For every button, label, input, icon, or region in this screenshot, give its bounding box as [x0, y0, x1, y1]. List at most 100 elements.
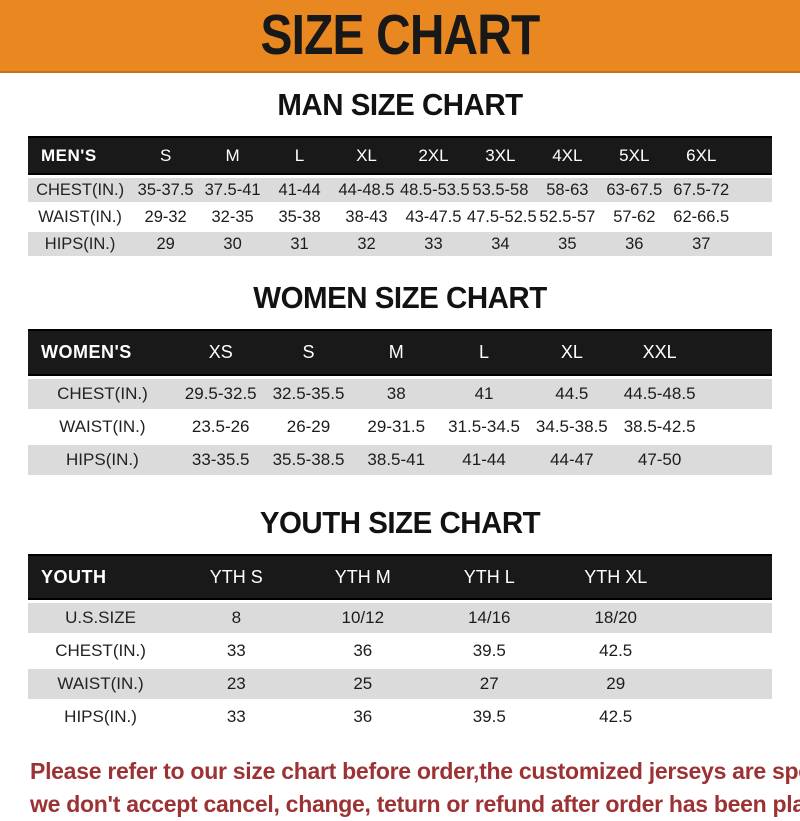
youth-cell: 33	[226, 707, 246, 726]
women-cell: 29.5-32.5	[184, 384, 257, 403]
women-cell: 47-50	[637, 450, 682, 469]
men-cell: 29-32	[144, 207, 187, 226]
spacer-cell	[704, 445, 773, 475]
men-cell: 33	[424, 234, 443, 253]
youth-column-header: YTH S	[173, 554, 300, 600]
men-size-chart-section: MAN SIZE CHART MEN'S S M L XL 2XL 3XL 4XL 5XL 6XL C…	[0, 88, 800, 259]
men-cell: 35-37.5	[137, 180, 194, 199]
women-cell: 34.5-38.5	[535, 417, 608, 436]
men-cell: 31	[290, 234, 309, 253]
women-cell: 32.5-35.5	[272, 384, 345, 403]
women-column-header: L	[440, 329, 528, 376]
women-cell: 31.5-34.5	[448, 417, 520, 436]
women-row-label: WAIST(IN.)	[59, 417, 146, 436]
men-row-label: CHEST(IN.)	[36, 180, 125, 199]
youth-cell: 10/12	[341, 608, 385, 627]
women-cell: 33-35.5	[191, 450, 250, 469]
men-section-title: MAN SIZE CHART	[277, 87, 523, 122]
men-cell: 37.5-41	[204, 180, 261, 199]
men-cell: 37	[692, 234, 711, 253]
women-cell: 44-47	[550, 450, 594, 469]
men-cell: 52.5-57	[539, 207, 596, 226]
spacer-cell	[735, 232, 772, 256]
women-row-label: HIPS(IN.)	[66, 450, 139, 469]
men-cell: 41-44	[278, 180, 321, 199]
women-cell: 41-44	[462, 450, 506, 469]
men-cell: 48.5-53.5	[399, 180, 470, 199]
men-cell: 34	[491, 234, 510, 253]
men-cell: 36	[625, 234, 644, 253]
women-table-label: WOMEN'S	[28, 329, 177, 376]
women-column-header: XS	[176, 329, 265, 376]
women-cell: 23.5-26	[191, 417, 250, 436]
women-cell: 38.5-42.5	[623, 417, 696, 436]
youth-cell: 39.5	[472, 641, 506, 660]
men-cell: 35-38	[278, 207, 321, 226]
men-cell: 47.5-52.5	[466, 207, 537, 226]
youth-cell: 36	[353, 707, 373, 726]
men-row-label: WAIST(IN.)	[38, 207, 122, 226]
spacer-cell	[704, 379, 773, 409]
men-row-label: HIPS(IN.)	[44, 234, 116, 253]
women-column-header: M	[352, 329, 441, 376]
men-cell: 57-62	[613, 207, 656, 226]
men-header-row: MEN'S S M L XL 2XL 3XL 4XL 5XL 6XL	[28, 136, 772, 175]
women-table-row: WAIST(IN.) 23.5-26 26-29 29-31.5 31.5-34.5 34…	[28, 412, 772, 442]
women-column-header: S	[264, 329, 353, 376]
men-cell: 67.5-72	[673, 180, 730, 199]
men-table-row: WAIST(IN.) 29-32 32-35 35-38 38-43 43-47.5 47.…	[28, 205, 772, 229]
men-column-header: L	[266, 136, 334, 175]
men-cell: 32	[357, 234, 376, 253]
women-cell: 44.5	[555, 384, 589, 403]
notice-line-2: we don't accept cancel, change, teturn o…	[30, 791, 800, 817]
spacer-cell	[679, 669, 772, 699]
men-column-header: 5XL	[600, 136, 668, 175]
youth-table-label: YOUTH	[28, 554, 174, 600]
banner-title: SIZE CHART	[260, 3, 541, 67]
youth-table-row: U.S.SIZE 8 10/12 14/16 18/20	[28, 603, 772, 633]
women-cell: 35.5-38.5	[272, 450, 345, 469]
men-cell: 53.5-58	[472, 180, 529, 199]
youth-size-chart-section: YOUTH SIZE CHART YOUTH YTH S YTH M YTH L YTH …	[0, 506, 800, 735]
youth-cell: 23	[226, 674, 246, 693]
men-column-header: S	[132, 136, 200, 175]
men-column-header: 3XL	[466, 136, 534, 175]
spacer-cell	[679, 636, 772, 666]
men-cell: 32-35	[211, 207, 254, 226]
men-table-row: HIPS(IN.) 29 30 31 32 33 34 35 36 37	[28, 232, 772, 256]
women-column-header: XXL	[615, 329, 704, 376]
women-column-header: XL	[527, 329, 616, 376]
spacer-cell	[735, 205, 772, 229]
youth-size-table: YOUTH YTH S YTH M YTH L YTH XL U.S.SIZE 8 10/12…	[28, 551, 772, 735]
youth-cell: 42.5	[599, 707, 633, 726]
youth-row-label: HIPS(IN.)	[64, 707, 137, 726]
youth-row-label: WAIST(IN.)	[57, 674, 144, 693]
spacer-cell	[679, 702, 772, 732]
men-table-row: CHEST(IN.) 35-37.5 37.5-41 41-44 44-48.5 48.5…	[28, 178, 772, 202]
women-section-title: WOMEN SIZE CHART	[253, 280, 547, 315]
women-cell: 29-31.5	[367, 417, 426, 436]
women-row-label: CHEST(IN.)	[57, 384, 148, 403]
youth-section-title: YOUTH SIZE CHART	[259, 505, 541, 540]
youth-cell: 33	[226, 641, 246, 660]
women-cell: 38	[386, 384, 406, 403]
notice-line-1: Please refer to our size chart before or…	[30, 758, 800, 784]
spacer-cell	[734, 136, 772, 175]
youth-column-header: YTH XL	[552, 554, 679, 600]
youth-table-row: HIPS(IN.) 33 36 39.5 42.5	[28, 702, 772, 732]
youth-cell: 27	[479, 674, 499, 693]
youth-column-header: YTH M	[299, 554, 427, 600]
youth-table-row: WAIST(IN.) 23 25 27 29	[28, 669, 772, 699]
women-size-chart-section: WOMEN SIZE CHART WOMEN'S XS S M L XL XXL CHEST(I…	[0, 281, 800, 478]
youth-cell: 39.5	[472, 707, 506, 726]
women-size-table: WOMEN'S XS S M L XL XXL CHEST(IN.) 29.5-32.5 32.5…	[28, 326, 772, 478]
youth-cell: 36	[353, 641, 373, 660]
women-cell: 41	[474, 384, 494, 403]
men-cell: 63-67.5	[606, 180, 663, 199]
youth-cell: 18/20	[594, 608, 637, 627]
spacer-cell	[678, 554, 772, 600]
spacer-cell	[735, 178, 772, 202]
men-cell: 30	[223, 234, 242, 253]
charts-container: MAN SIZE CHART MEN'S S M L XL 2XL 3XL 4XL 5XL 6XL C…	[0, 73, 800, 735]
